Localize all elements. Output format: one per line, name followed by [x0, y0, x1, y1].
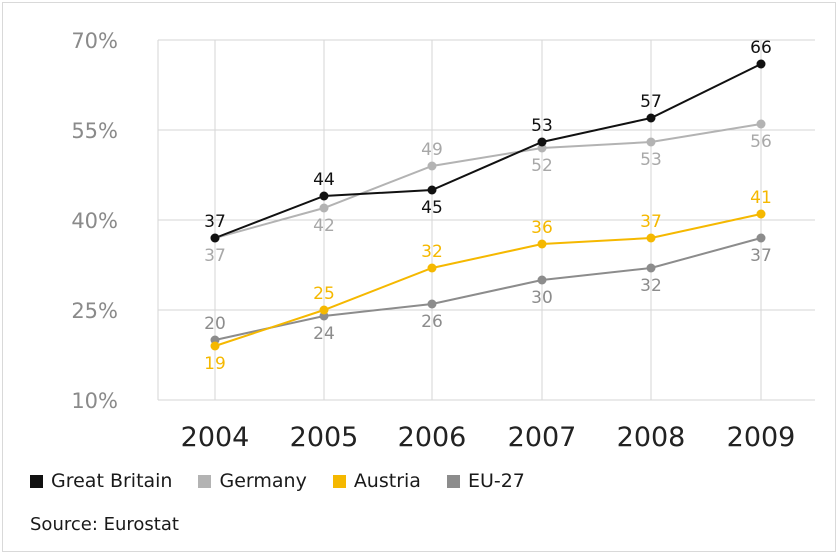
- data-point-great-britain: [319, 191, 329, 201]
- legend-label-austria: Austria: [353, 470, 421, 492]
- data-point-austria: [210, 341, 220, 351]
- x-tick-label: 2009: [727, 422, 796, 453]
- data-point-germany: [319, 203, 329, 213]
- series-line-great-britain: [214, 63, 762, 239]
- legend-item-eu-27: EU-27: [446, 470, 525, 492]
- x-tick-label: 2005: [290, 422, 359, 453]
- series-line-austria: [214, 213, 762, 347]
- data-label-austria: 32: [421, 242, 443, 262]
- data-point-eu-27: [427, 299, 437, 309]
- data-label-austria: 25: [313, 284, 335, 304]
- data-point-eu-27: [756, 233, 766, 243]
- data-point-eu-27: [646, 263, 656, 273]
- legend-swatch-germany: [198, 474, 212, 488]
- source-note: Source: Eurostat: [30, 514, 179, 535]
- legend-item-austria: Austria: [332, 470, 421, 492]
- data-label-great-britain: 37: [204, 212, 226, 232]
- data-label-great-britain: 66: [750, 38, 772, 58]
- data-point-austria: [319, 305, 329, 315]
- data-label-germany: 53: [640, 150, 662, 170]
- x-tick-label: 2007: [508, 422, 577, 453]
- data-label-great-britain: 45: [421, 198, 443, 218]
- data-label-austria: 36: [531, 218, 553, 238]
- data-label-germany: 56: [750, 132, 772, 152]
- data-label-great-britain: 53: [531, 116, 553, 136]
- legend-label-germany: Germany: [219, 470, 307, 492]
- legend-label-great-britain: Great Britain: [51, 470, 173, 492]
- data-point-austria: [756, 209, 766, 219]
- data-label-germany: 37: [204, 246, 226, 266]
- series-line-germany: [214, 123, 762, 239]
- data-label-eu-27: 20: [204, 314, 226, 334]
- legend-swatch-austria: [332, 474, 346, 488]
- data-point-great-britain: [646, 113, 656, 123]
- y-tick-label: 55%: [71, 119, 118, 143]
- line-chart: 10% 25% 40% 55% 70% 2004 2005 2006 2007 2008 2009 2…: [71, 29, 815, 453]
- data-point-germany: [427, 161, 437, 171]
- data-point-great-britain: [537, 137, 547, 147]
- data-point-germany: [646, 137, 656, 147]
- data-label-austria: 19: [204, 354, 226, 374]
- data-point-austria: [537, 239, 547, 249]
- data-label-eu-27: 24: [313, 324, 335, 344]
- data-point-austria: [427, 263, 437, 273]
- legend-swatch-eu-27: [446, 474, 460, 488]
- x-tick-label: 2006: [398, 422, 467, 453]
- data-label-eu-27: 37: [750, 246, 772, 266]
- legend-label-eu-27: EU-27: [467, 470, 525, 492]
- data-label-austria: 37: [640, 212, 662, 232]
- legend-item-germany: Germany: [198, 470, 307, 492]
- data-label-eu-27: 30: [531, 288, 553, 308]
- data-point-eu-27: [537, 275, 547, 285]
- data-label-great-britain: 44: [313, 170, 335, 190]
- x-tick-label: 2008: [617, 422, 686, 453]
- data-label-great-britain: 57: [640, 92, 662, 112]
- data-label-eu-27: 26: [421, 312, 443, 332]
- y-tick-label: 70%: [71, 29, 118, 53]
- data-point-austria: [646, 233, 656, 243]
- legend-item-great-britain: Great Britain: [30, 470, 172, 492]
- data-label-eu-27: 32: [640, 276, 662, 296]
- x-tick-label: 2004: [181, 422, 250, 453]
- legend-swatch-great-britain: [30, 474, 43, 488]
- data-label-germany: 49: [421, 140, 443, 160]
- y-tick-label: 40%: [71, 209, 118, 233]
- y-tick-label: 25%: [71, 299, 118, 323]
- data-point-germany: [756, 119, 766, 129]
- data-point-great-britain: [427, 185, 437, 195]
- y-tick-label: 10%: [71, 389, 118, 413]
- data-label-austria: 41: [750, 188, 772, 208]
- data-label-germany: 52: [531, 156, 553, 176]
- data-point-great-britain: [756, 59, 766, 69]
- data-point-great-britain: [210, 233, 220, 243]
- data-label-germany: 42: [313, 216, 335, 236]
- series-line-eu-27: [214, 237, 762, 341]
- legend: Great Britain Germany Austria EU-27: [30, 470, 551, 492]
